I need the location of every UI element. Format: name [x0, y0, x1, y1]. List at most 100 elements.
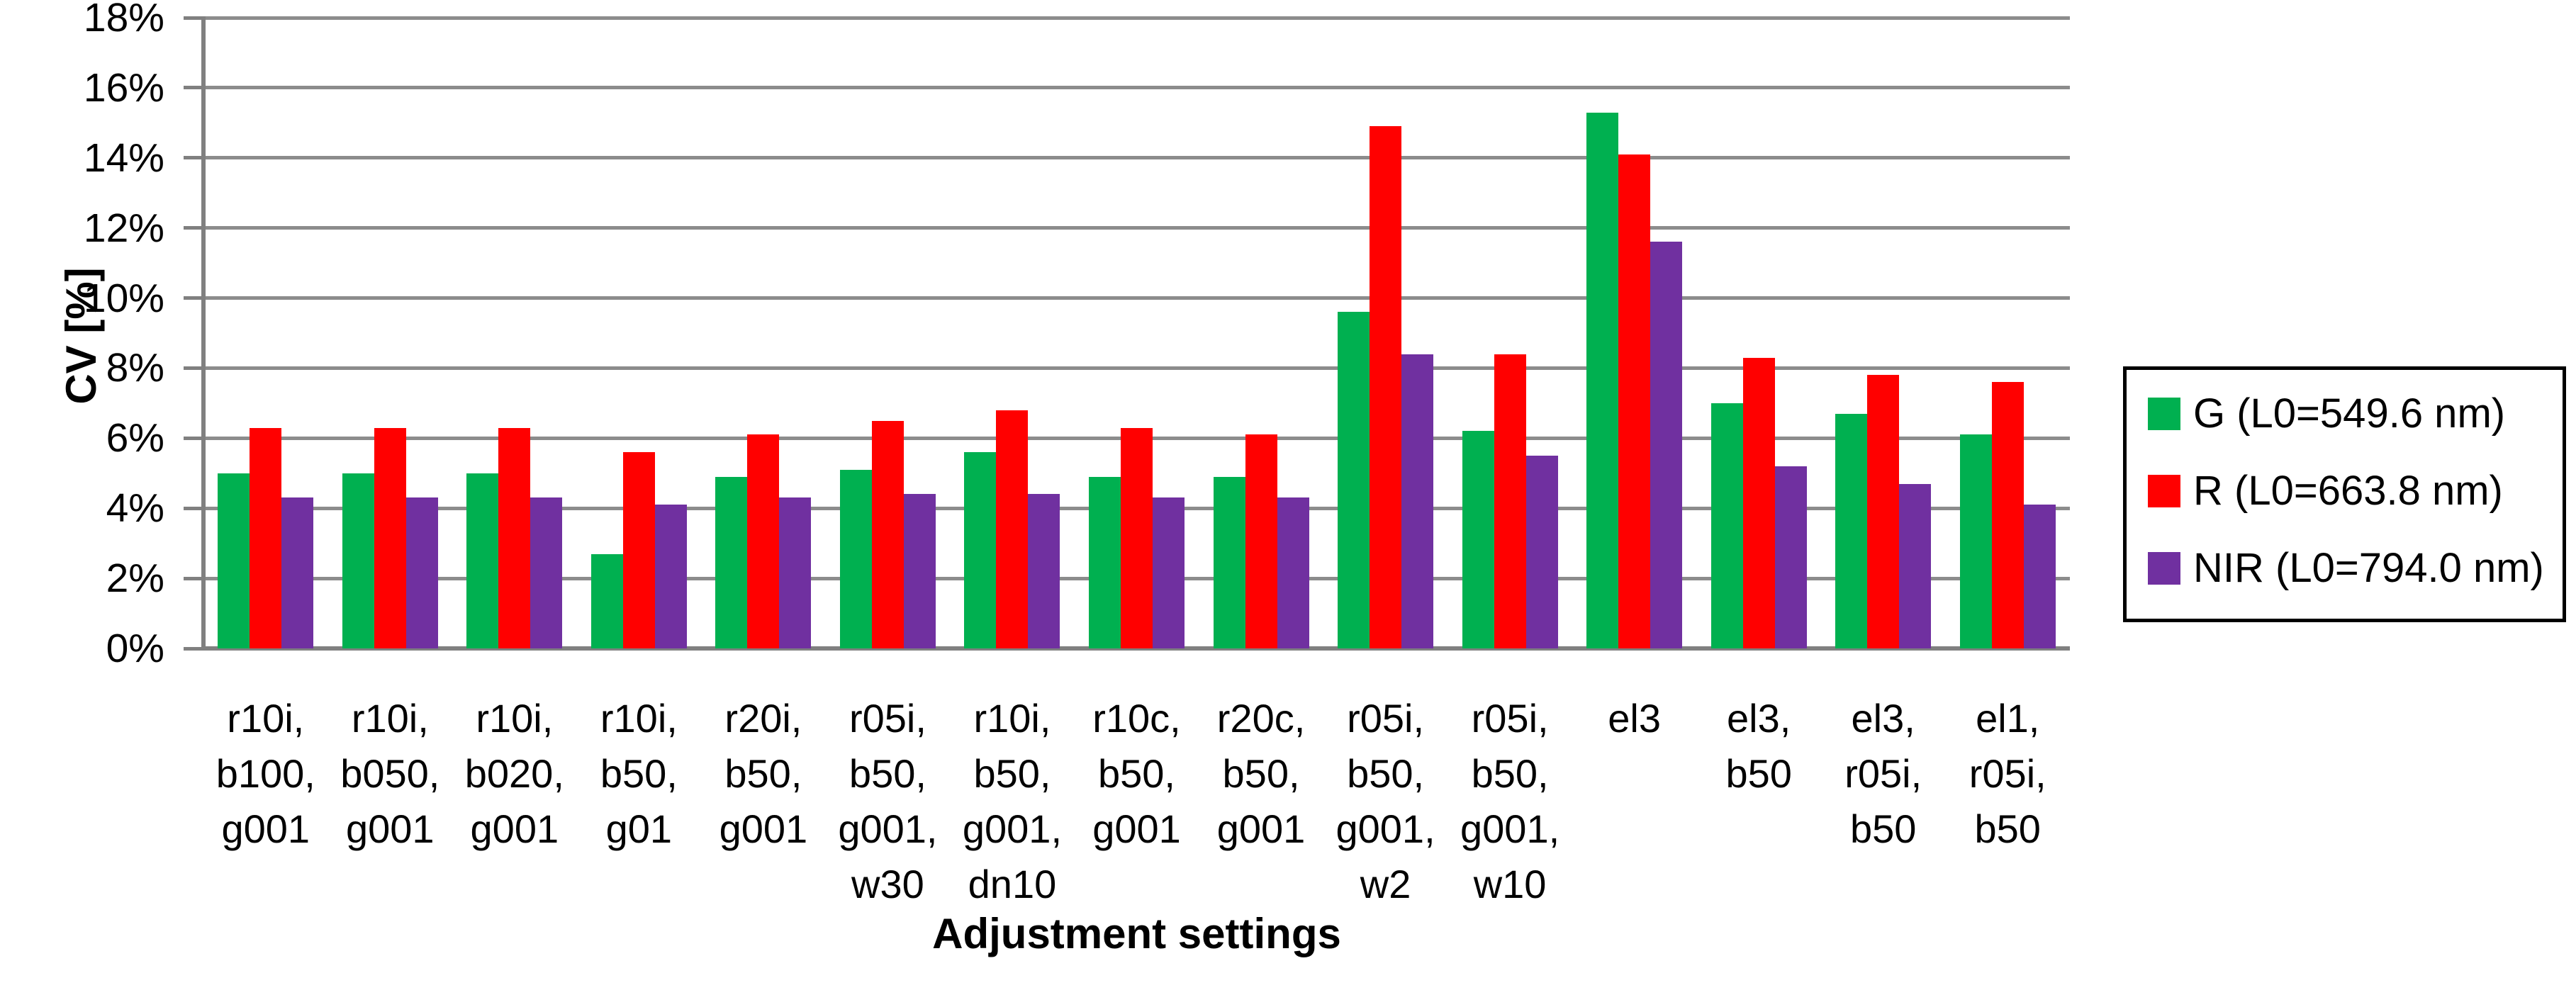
x-tick-label-line: r05i, [1844, 751, 1922, 796]
bar-G-11 [1586, 112, 1619, 648]
x-tick-label-line: b50, [600, 751, 678, 796]
y-axis-tick [184, 506, 203, 510]
y-axis-tick [184, 156, 203, 160]
bar-G-6 [964, 452, 997, 648]
bar-R-9 [1370, 126, 1402, 648]
y-axis-line [201, 16, 206, 651]
x-tick-label-line: b50, [973, 751, 1051, 796]
x-tick-label-line: g001 [470, 806, 559, 851]
y-tick-label: 6% [106, 415, 164, 461]
x-tick-label-line: r20i, [724, 696, 802, 741]
x-tick-label-line: g001 [719, 806, 808, 851]
x-tick-label-line: b50, [1471, 751, 1549, 796]
x-tick-label-line: r05i, [849, 696, 926, 741]
y-axis-tick [184, 366, 203, 370]
x-tick-label-13: el3, r05i, b50 [1821, 691, 1946, 857]
x-tick-label-line: g001 [221, 806, 310, 851]
bar-NIR-6 [1028, 494, 1060, 648]
bar-NIR-1 [405, 497, 438, 648]
x-tick-label-line: b50, [1222, 751, 1300, 796]
gridline-10% [203, 296, 2070, 300]
x-tick-label-line: r10i, [600, 696, 678, 741]
x-tick-label-line: b50 [1974, 806, 2041, 851]
x-tick-label-line: r10i, [973, 696, 1051, 741]
x-tick-label-5: r05i, b50, g001, w30 [826, 691, 951, 912]
bar-R-13 [1867, 375, 1900, 648]
x-tick-label-line: r10i, [476, 696, 554, 741]
bar-NIR-10 [1525, 456, 1558, 648]
x-tick-label-line: r05i, [1969, 751, 2046, 796]
x-tick-label-line: el1, [1976, 696, 2040, 741]
y-tick-label: 8% [106, 345, 164, 391]
bar-NIR-9 [1401, 354, 1434, 648]
x-tick-label-line: b050, [340, 751, 440, 796]
legend: G (L0=549.6 nm) R (L0=663.8 nm) NIR (L0=79… [2123, 366, 2566, 622]
x-tick-label-line: r10c, [1092, 696, 1181, 741]
x-tick-label-8: r20c, b50, g001 [1199, 691, 1323, 857]
x-tick-label-line: r05i, [1471, 696, 1549, 741]
y-axis-tick [184, 16, 203, 20]
bar-G-7 [1089, 476, 1121, 648]
x-tick-label-line: b020, [464, 751, 564, 796]
y-axis-tick [184, 86, 203, 90]
bar-G-9 [1338, 312, 1370, 648]
x-tick-label-line: r20c, [1216, 696, 1306, 741]
bar-R-12 [1742, 357, 1775, 648]
bar-R-2 [498, 427, 531, 648]
x-tick-label-line: g001 [1216, 806, 1306, 851]
y-tick-label: 18% [83, 0, 164, 40]
x-tick-label-10: r05i, b50, g001, w10 [1447, 691, 1572, 912]
legend-label: G (L0=549.6 nm) [2193, 390, 2506, 437]
x-tick-label-line: el3 [1608, 696, 1661, 741]
bar-R-8 [1245, 434, 1277, 648]
x-tick-label-line: b50 [1849, 806, 1917, 851]
x-tick-label-line: w30 [851, 862, 924, 906]
x-tick-label-0: r10i, b100, g001 [203, 691, 328, 857]
bar-G-13 [1835, 413, 1868, 648]
bar-R-1 [374, 427, 406, 648]
bar-G-10 [1462, 431, 1494, 648]
y-axis-tick [184, 436, 203, 440]
x-tick-label-9: r05i, b50, g001, w2 [1323, 691, 1448, 912]
x-axis-title: Adjustment settings [932, 910, 1341, 957]
bar-R-11 [1618, 154, 1651, 648]
x-tick-label-line: b100, [215, 751, 315, 796]
gridline-12% [203, 226, 2070, 230]
y-tick-label: 4% [106, 485, 164, 531]
x-tick-label-line: g001 [346, 806, 435, 851]
y-tick-label: 10% [83, 275, 164, 321]
bar-R-14 [1991, 382, 2024, 648]
bar-R-3 [622, 452, 655, 648]
bar-G-1 [342, 473, 374, 648]
x-tick-label-line: w2 [1360, 862, 1411, 906]
x-tick-label-line: g001, [1335, 806, 1435, 851]
legend-item: R (L0=663.8 nm) [2148, 471, 2555, 512]
x-tick-label-line: g01 [605, 806, 673, 851]
y-tick-label: 14% [83, 135, 164, 181]
bar-G-2 [466, 473, 499, 648]
y-axis-tick [184, 296, 203, 300]
x-tick-label-3: r10i, b50, g01 [577, 691, 702, 857]
x-tick-label-6: r10i, b50, g001, dn10 [950, 691, 1075, 912]
y-axis-tick [184, 576, 203, 580]
gridline-8% [203, 366, 2070, 370]
gridline-16% [203, 86, 2070, 90]
bar-R-4 [747, 434, 780, 648]
bar-NIR-3 [654, 505, 687, 648]
y-tick-label: 16% [83, 64, 164, 111]
bar-NIR-14 [2023, 505, 2056, 648]
y-tick-label: 2% [106, 556, 164, 602]
legend-item: NIR (L0=794.0 nm) [2148, 548, 2555, 589]
y-axis-tick [184, 226, 203, 230]
bar-G-14 [1959, 434, 1992, 648]
x-tick-label-line: dn10 [968, 862, 1057, 906]
bar-G-3 [590, 553, 623, 648]
x-tick-label-line: g001, [962, 806, 1063, 851]
x-tick-label-line: g001 [1092, 806, 1181, 851]
x-tick-label-line: r10i, [351, 696, 429, 741]
x-tick-label-line: b50, [1347, 751, 1425, 796]
x-tick-label-line: b50, [849, 751, 926, 796]
x-tick-label-11: el3 [1572, 691, 1697, 746]
bar-G-12 [1710, 403, 1743, 648]
